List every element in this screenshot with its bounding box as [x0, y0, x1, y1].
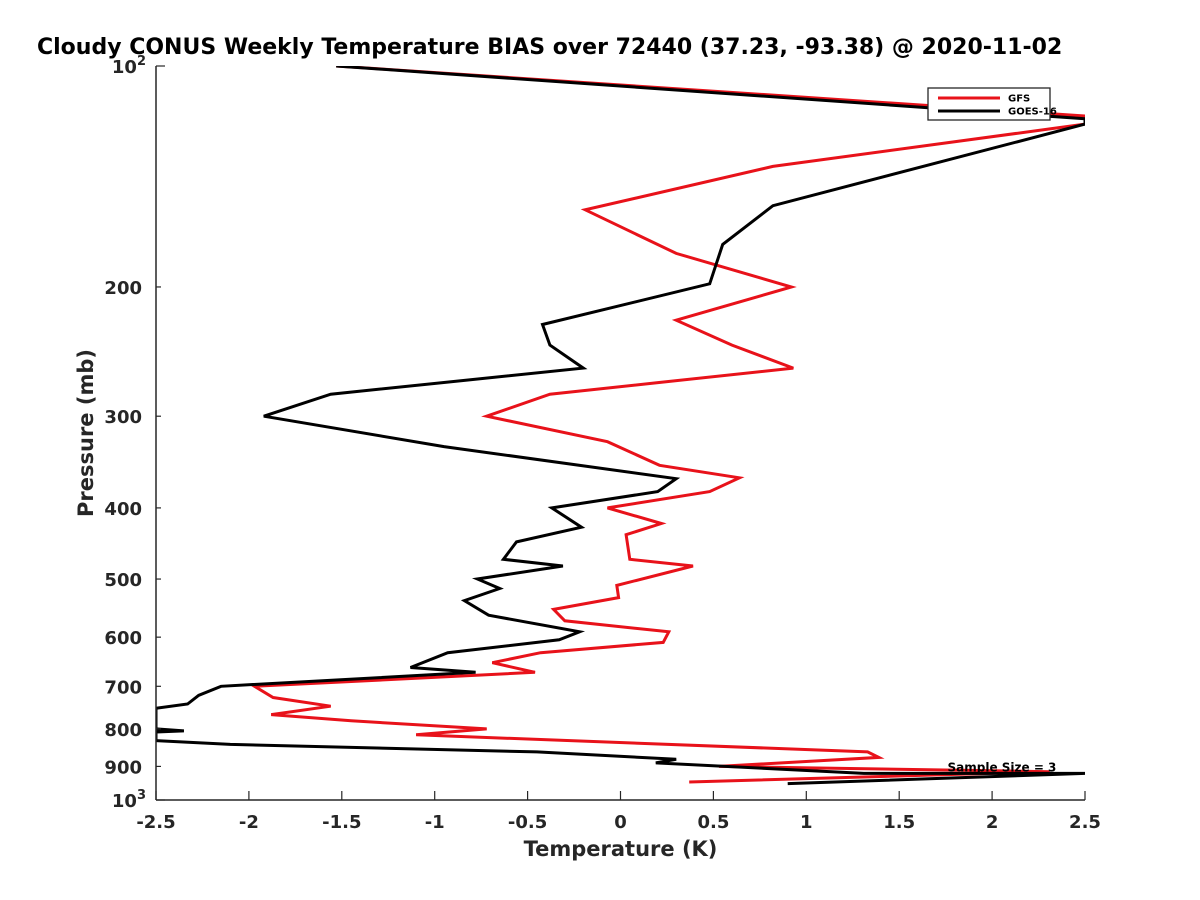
x-tick-label: 0.5 — [697, 812, 729, 833]
x-tick-label: 2 — [986, 812, 999, 833]
x-tick-label: -2.5 — [136, 812, 175, 833]
y-tick-label: 400 — [104, 499, 142, 520]
x-tick-label: -1 — [425, 812, 445, 833]
sample-size-annotation: Sample Size = 3 — [948, 760, 1057, 774]
legend-entry: GOES-16 — [1008, 107, 1057, 118]
y-tick-label: 900 — [104, 757, 142, 778]
legend-entry: GFS — [1008, 94, 1030, 105]
y-tick-label: 102 — [112, 54, 146, 78]
y-tick-label: 300 — [104, 407, 142, 428]
legend: GFS GOES-16 — [927, 87, 1057, 121]
y-tick-label: 800 — [104, 720, 142, 741]
x-tick-label: 0 — [614, 812, 627, 833]
y-tick-label: 500 — [104, 570, 142, 591]
axes: -2.5 -2 -1.5 -1 -0.5 0 0.5 1 1.5 2 2.5 102 103 200 300… — [104, 54, 1101, 833]
x-tick-label: 1 — [800, 812, 813, 833]
y-axis-label: Pressure (mb) — [74, 349, 98, 517]
x-tick-label: -1.5 — [322, 812, 361, 833]
x-axis-label: Temperature (K) — [524, 837, 718, 861]
series-line-gfs — [249, 66, 1085, 784]
legend-box — [927, 87, 1051, 121]
series-lines — [156, 66, 1085, 786]
y-tick-label: 700 — [104, 677, 142, 698]
x-tick-label: 2.5 — [1069, 812, 1101, 833]
series-line-goes16 — [156, 66, 1085, 786]
chart-title: Cloudy CONUS Weekly Temperature BIAS ove… — [37, 35, 1062, 60]
x-tick-label: -0.5 — [508, 812, 547, 833]
y-tick-label: 103 — [112, 788, 146, 812]
x-tick-label: 1.5 — [883, 812, 915, 833]
y-tick-label: 200 — [104, 278, 142, 299]
annotations: Sample Size = 3 — [948, 760, 1057, 774]
x-tick-label: -2 — [239, 812, 259, 833]
y-tick-label: 600 — [104, 628, 142, 649]
